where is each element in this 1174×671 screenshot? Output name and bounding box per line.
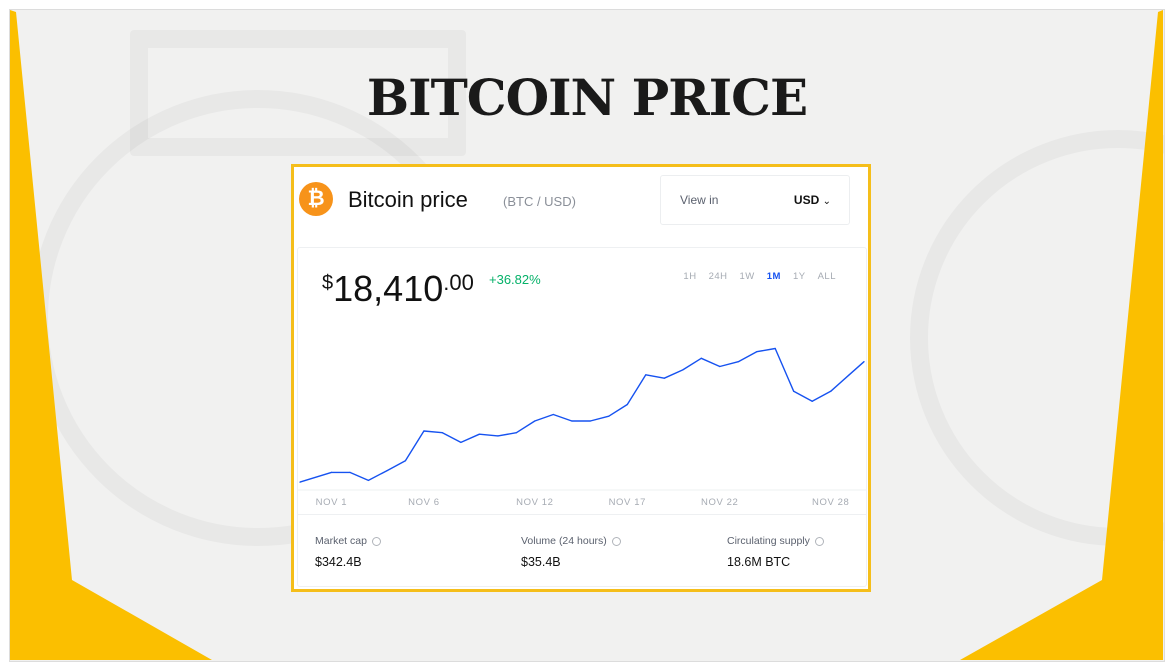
price-point [497,435,499,437]
info-icon[interactable] [371,536,381,546]
chevron-down-icon: ⌄ [822,196,831,207]
info-icon[interactable] [814,536,824,546]
x-tick-label: NOV 12 [516,497,553,508]
info-icon[interactable] [611,536,621,546]
price-point [589,420,591,422]
price-point [571,420,573,422]
price-series-line [299,347,865,483]
currency-pair: (BTC / USD) [503,194,576,209]
widget-title: Bitcoin price [348,187,468,212]
left-yellow-panel [10,10,212,660]
stat-label: Circulating supply [727,535,810,547]
price-point [663,377,665,379]
price-point [626,403,628,406]
price-point [515,432,517,434]
stats-bar: Market cap $342.4B Volume (24 hours) $35… [298,514,866,587]
current-price: $18,410.00 [322,268,474,310]
range-tab-1m[interactable]: 1M [766,271,781,282]
price-whole: 18,410 [333,268,444,309]
price-point [774,347,776,350]
currency-code: USD [793,193,820,207]
x-tick-label: NOV 1 [316,497,348,508]
price-point [460,441,462,444]
price-point [811,400,813,402]
bitcoin-price-widget: ₿ Bitcoin price (BTC / USD) View in USD … [291,164,871,592]
price-point [645,374,647,376]
stat-value: 18.6M BTC [727,555,791,569]
price-point [534,420,536,422]
price-point [863,361,865,363]
x-tick-label: NOV 17 [609,497,646,508]
currency-selector[interactable]: View in USD ⌄ [660,175,850,225]
range-tab-1w[interactable]: 1W [739,271,755,282]
stat-value: $342.4B [315,555,362,569]
view-in-label: View in [680,193,719,207]
x-tick-label: NOV 22 [701,497,738,508]
price-point [349,471,351,473]
stat-label: Market cap [315,535,367,547]
price-point [700,357,702,359]
price-point [330,471,333,473]
price-point [830,390,832,392]
price-point [404,460,407,462]
price-point [423,430,425,432]
price-point [719,365,721,368]
chart-panel: $18,410.00 +36.82% 1H 24H 1W 1M 1Y ALL N… [297,247,867,587]
range-tab-1h[interactable]: 1H [683,271,697,282]
range-tab-1y[interactable]: 1Y [792,271,806,282]
range-tab-all[interactable]: ALL [817,271,836,282]
range-tab-24h[interactable]: 24H [708,271,728,282]
price-point [608,415,610,417]
time-range-tabs: 1H 24H 1W 1M 1Y ALL [683,271,836,282]
stat-value: $35.4B [521,555,561,569]
right-yellow-panel [960,10,1163,660]
stat-circulating-supply: Circulating supply 18.6M BTC [727,535,824,569]
price-cents: .00 [443,270,474,295]
price-currency-symbol: $ [322,272,334,294]
price-point [552,413,554,416]
price-point [793,390,795,392]
stat-volume: Volume (24 hours) $35.4B [521,535,621,569]
price-point [386,470,388,472]
x-tick-label: NOV 6 [408,497,440,508]
slide-title: BITCOIN PRICE [366,68,808,127]
price-point [848,374,850,376]
price-point [299,481,301,483]
price-point [367,479,370,482]
stat-market-cap: Market cap $342.4B [315,535,381,569]
price-change: +36.82% [489,272,541,287]
price-point [737,361,739,363]
price-point [441,432,443,434]
price-point [756,351,758,353]
price-point [682,369,684,371]
stat-label: Volume (24 hours) [521,535,607,547]
price-point [478,433,480,435]
x-tick-label: NOV 28 [812,497,849,508]
currency-value[interactable]: USD ⌄ [794,193,831,207]
bitcoin-logo-icon: ₿ [299,182,333,216]
price-line-chart: NOV 1 NOV 6 NOV 12 NOV 17 NOV 22 NOV 28 [298,347,866,508]
